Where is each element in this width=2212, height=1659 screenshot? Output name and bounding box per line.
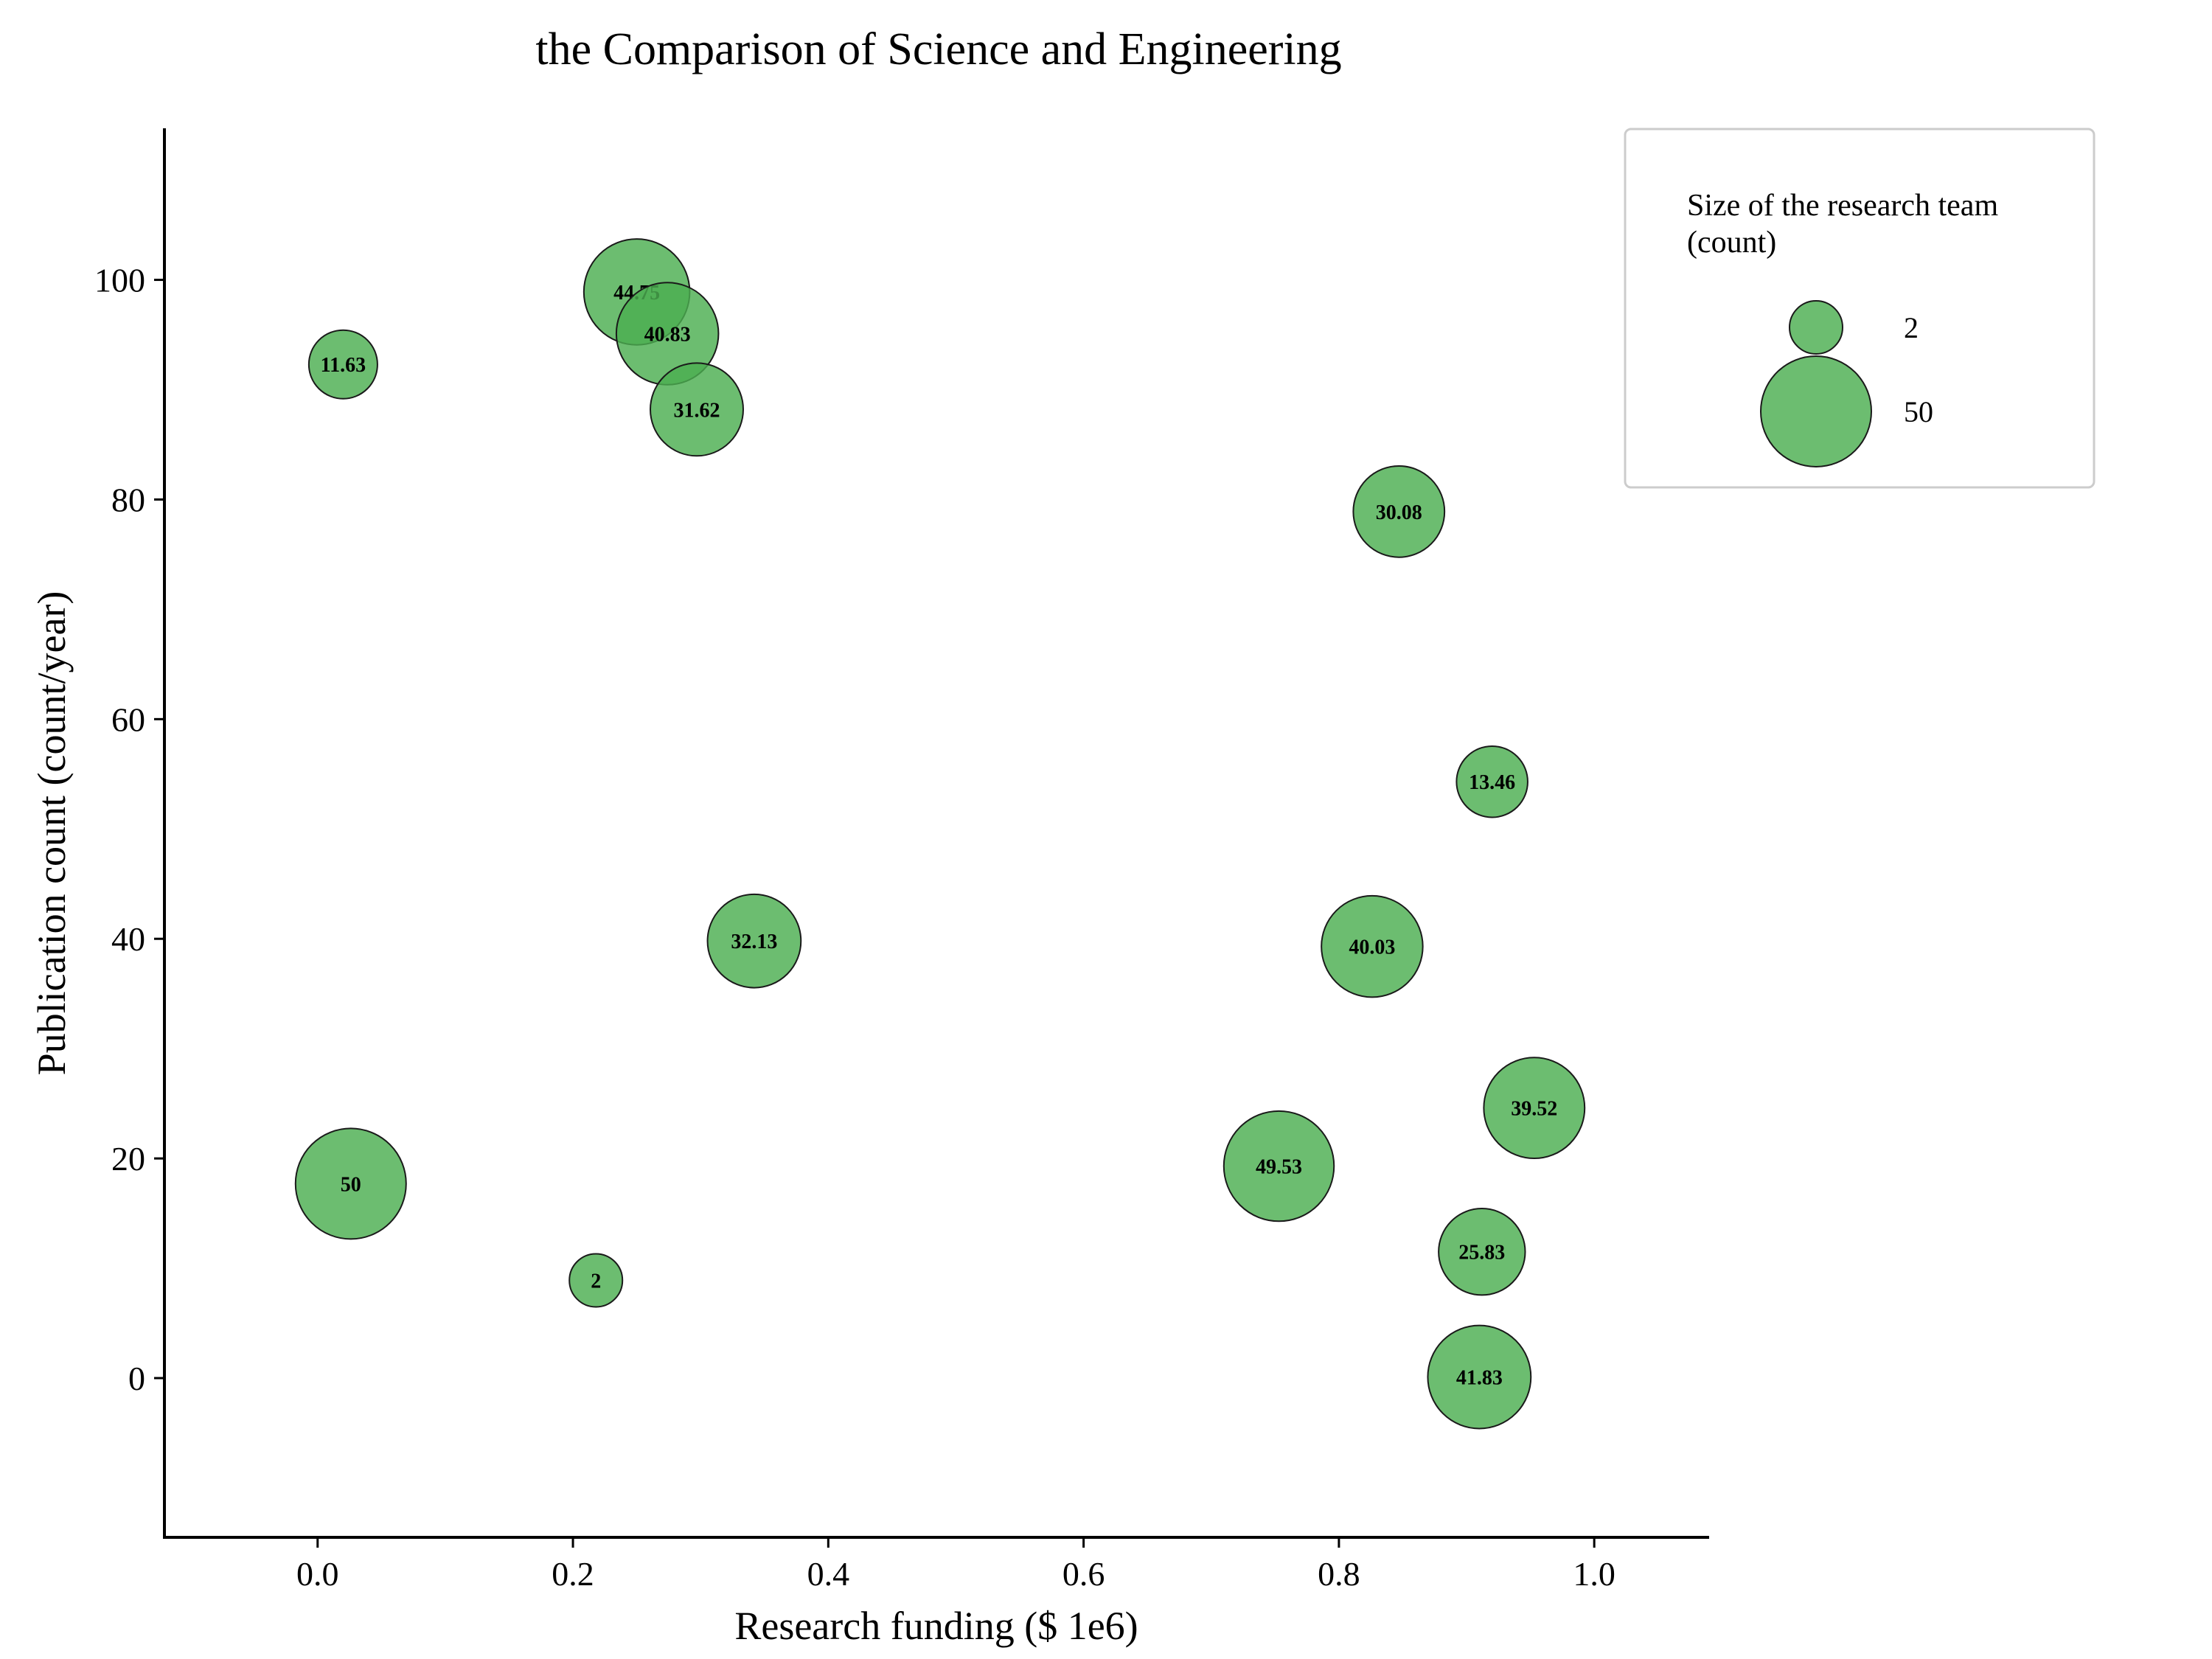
bubble-label: 31.62: [673, 399, 720, 422]
x-tick-label: 0.8: [1318, 1555, 1360, 1593]
legend-bubble: [1789, 300, 1843, 355]
bubble-label: 39.52: [1511, 1098, 1557, 1121]
bubble-label: 41.83: [1456, 1367, 1503, 1390]
y-tick-label: 60: [111, 700, 145, 738]
y-tick-label: 100: [94, 262, 145, 299]
bubble-label: 50: [341, 1173, 361, 1196]
x-ticks: 0.0 0.2 0.4 0.6 0.8 1.0: [296, 1537, 1615, 1593]
data-bubble: [294, 1127, 407, 1240]
y-tick-label: 80: [111, 481, 145, 518]
data-bubble: [568, 1253, 624, 1308]
data-bubble: [1427, 1324, 1532, 1430]
x-tick-label: 0.2: [552, 1555, 594, 1593]
legend-label: 2: [1904, 311, 1919, 344]
bubble-label: 49.53: [1256, 1156, 1302, 1179]
chart-title: the Comparison of Science and Engineerin…: [535, 24, 1341, 74]
legend: Size of the research team (count) 2 50: [1624, 128, 2096, 489]
legend-entries: 2 50: [1760, 300, 1933, 467]
y-ticks: 0 20 40 60 80 100: [94, 262, 164, 1397]
x-tick-label: 1.0: [1573, 1555, 1615, 1593]
legend-label: 50: [1904, 395, 1933, 428]
bubble-label: 25.83: [1458, 1242, 1505, 1265]
data-bubble: [307, 329, 378, 400]
bubble-label: 30.08: [1376, 501, 1422, 524]
y-tick-label: 40: [111, 920, 145, 958]
bubble-label: 2: [591, 1270, 601, 1293]
bubble-label: 40.83: [644, 324, 691, 347]
data-bubble: [1483, 1057, 1586, 1160]
x-tick-label: 0.4: [807, 1555, 850, 1593]
bubble-series: 11.6344.7540.8331.6230.0813.4632.1340.03…: [294, 238, 1586, 1430]
x-axis-label: Research funding ($ 1e6): [734, 1604, 1138, 1648]
axes: [163, 128, 1709, 1539]
data-bubble: [1438, 1208, 1526, 1296]
bubble-label: 11.63: [321, 354, 366, 377]
data-bubble: [706, 893, 802, 989]
x-tick-label: 0.6: [1062, 1555, 1105, 1593]
data-bubble: [1321, 894, 1424, 998]
x-tick-label: 0.0: [296, 1555, 339, 1593]
y-tick-label: 20: [111, 1140, 145, 1178]
legend-title: Size of the research team (count): [1687, 189, 1998, 260]
legend-frame: [1624, 128, 2096, 489]
bubble-label: 40.03: [1349, 936, 1395, 959]
y-axis-label: Publication count (count/year): [29, 591, 74, 1076]
data-bubble: [1352, 465, 1446, 558]
data-bubble: [650, 362, 744, 457]
bubble-label: 32.13: [731, 931, 777, 953]
data-bubble: [1455, 745, 1528, 818]
data-bubble: [1222, 1110, 1335, 1222]
bubble-label: 13.46: [1469, 771, 1515, 794]
legend-bubble: [1760, 355, 1872, 467]
y-tick-label: 0: [128, 1360, 145, 1397]
